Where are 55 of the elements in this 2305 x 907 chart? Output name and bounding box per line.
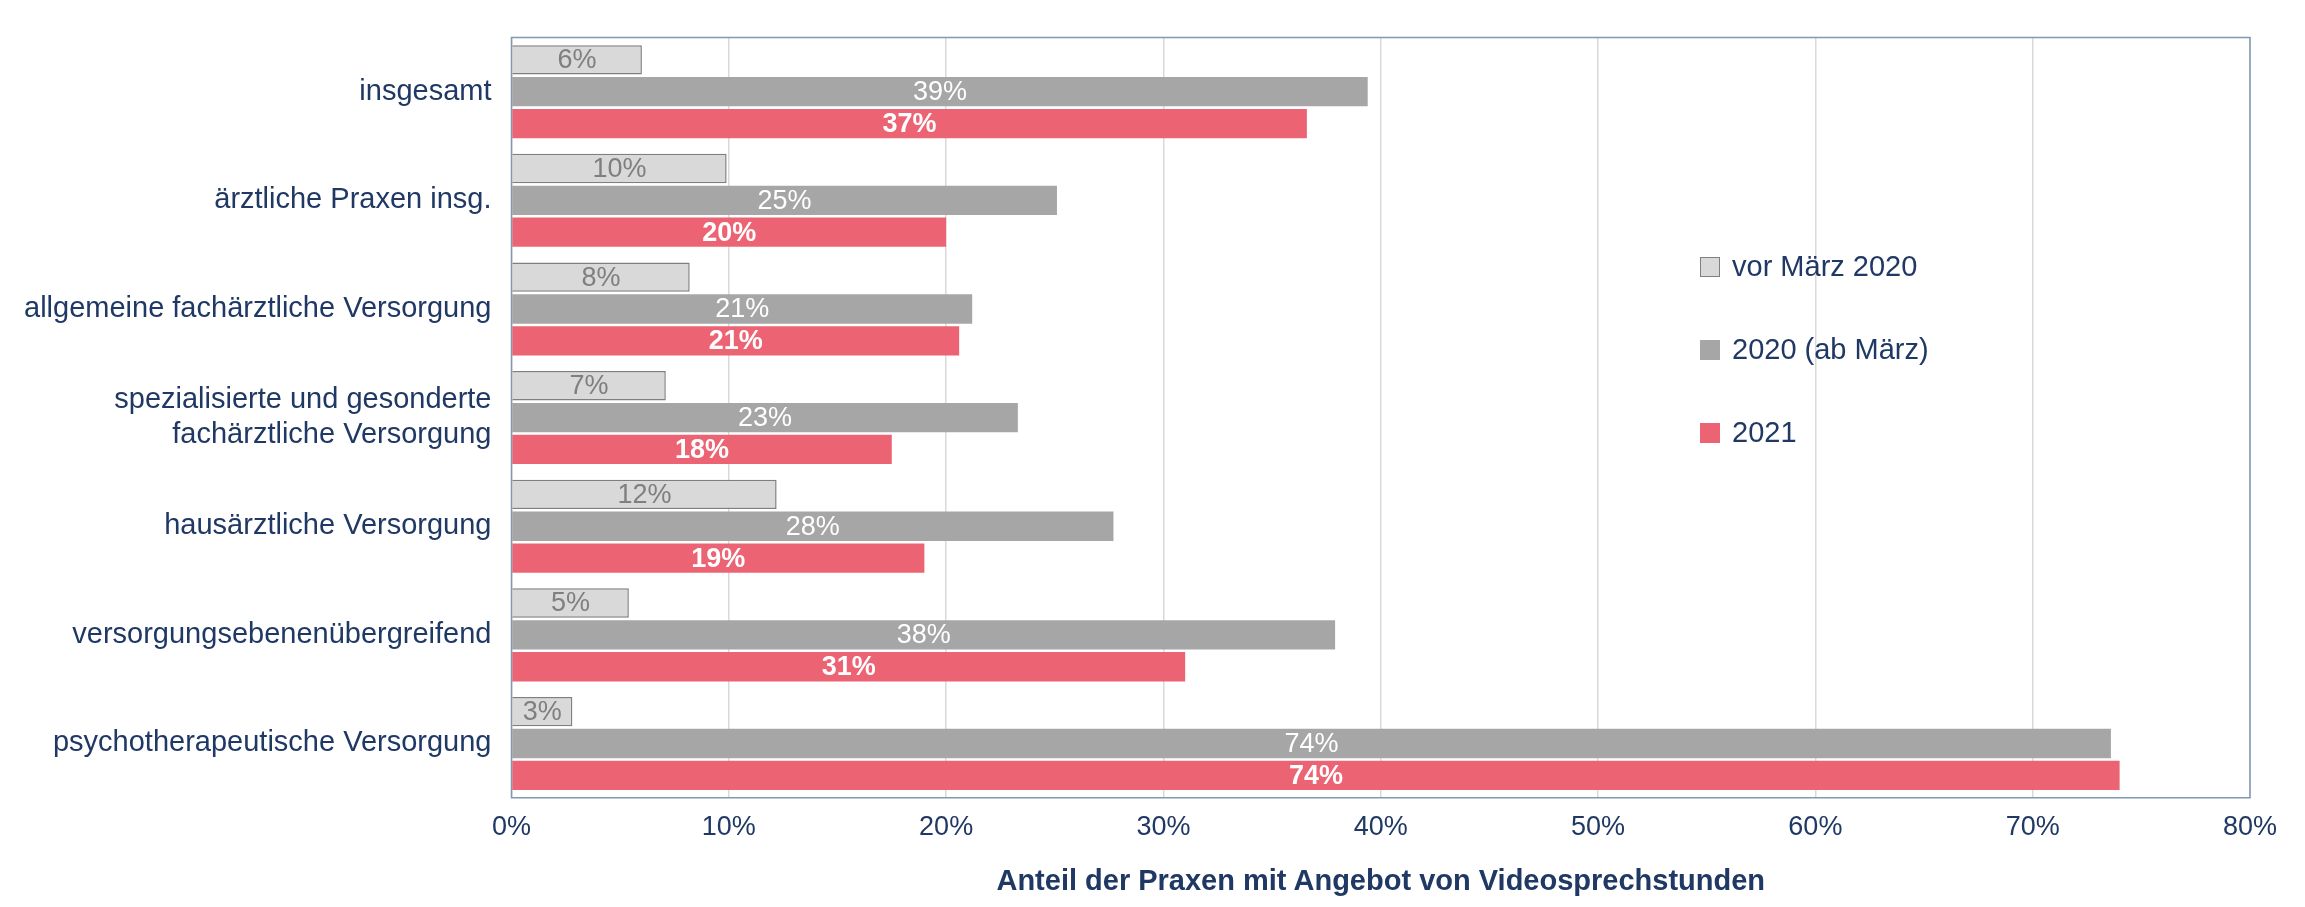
x-tick-label: 20% (919, 811, 974, 842)
bar (512, 434, 892, 465)
bar (512, 511, 1114, 541)
bar (512, 728, 2111, 759)
y-tick-label: psychotherapeutische Versorgung (52, 725, 492, 758)
bar (512, 326, 960, 356)
x-tick-label: 80% (2222, 811, 2278, 842)
data-label: 3% (522, 696, 562, 727)
y-tick-label: allgemeine fachärztliche Versorgung (24, 290, 492, 323)
bar (512, 185, 1057, 215)
data-label: 74% (1288, 759, 1343, 790)
data-label: 39% (912, 76, 967, 107)
bar (512, 652, 1186, 682)
bar (512, 77, 1368, 107)
bar (512, 543, 925, 573)
data-label: 74% (1284, 727, 1339, 758)
data-label: 6% (557, 44, 597, 75)
x-tick-label: 30% (1136, 811, 1191, 842)
legend-label: 2021 (1732, 416, 1797, 449)
data-label: 18% (675, 433, 730, 464)
data-label: 8% (581, 261, 621, 292)
legend-label: vor März 2020 (1732, 250, 1918, 283)
data-label: 12% (617, 478, 672, 509)
x-tick-label: 60% (1788, 811, 1843, 842)
data-label: 38% (896, 619, 951, 650)
bar (512, 294, 973, 324)
legend-label: 2020 (ab März) (1732, 333, 1929, 366)
y-tick-label: insgesamt (359, 73, 492, 106)
x-axis-title: Anteil der Praxen mit Angebot von Videosprechstunden (996, 863, 1766, 896)
x-tick-label: 40% (1353, 811, 1408, 842)
data-label: 21% (715, 293, 770, 324)
data-label: 25% (757, 184, 812, 215)
bar (512, 108, 1307, 139)
bar (512, 620, 1336, 650)
x-tick-label: 70% (2005, 811, 2060, 842)
x-tick-label: 50% (1571, 811, 1626, 842)
x-tick-label: 10% (701, 811, 756, 842)
data-label: 5% (551, 587, 591, 618)
data-label: 28% (785, 510, 840, 541)
data-label: 7% (569, 370, 609, 401)
y-tick-label: ärztliche Praxen insg. (214, 182, 492, 215)
data-label: 10% (592, 152, 647, 183)
data-label: 20% (702, 216, 757, 247)
bar (512, 217, 947, 247)
bar (512, 402, 1018, 433)
data-label: 37% (882, 108, 937, 139)
data-label: 31% (821, 651, 876, 682)
data-label: 19% (691, 542, 746, 573)
data-label: 23% (738, 402, 793, 433)
y-tick-label: hausärztliche Versorgung (164, 508, 492, 541)
bar (512, 760, 2120, 791)
data-label: 21% (708, 325, 763, 356)
y-tick-label: versorgungsebenenübergreifend (72, 616, 492, 649)
y-tick-label: spezialisierte und gesonderte fachärztliche Versorgung (114, 382, 492, 449)
x-tick-label: 0% (491, 811, 532, 842)
